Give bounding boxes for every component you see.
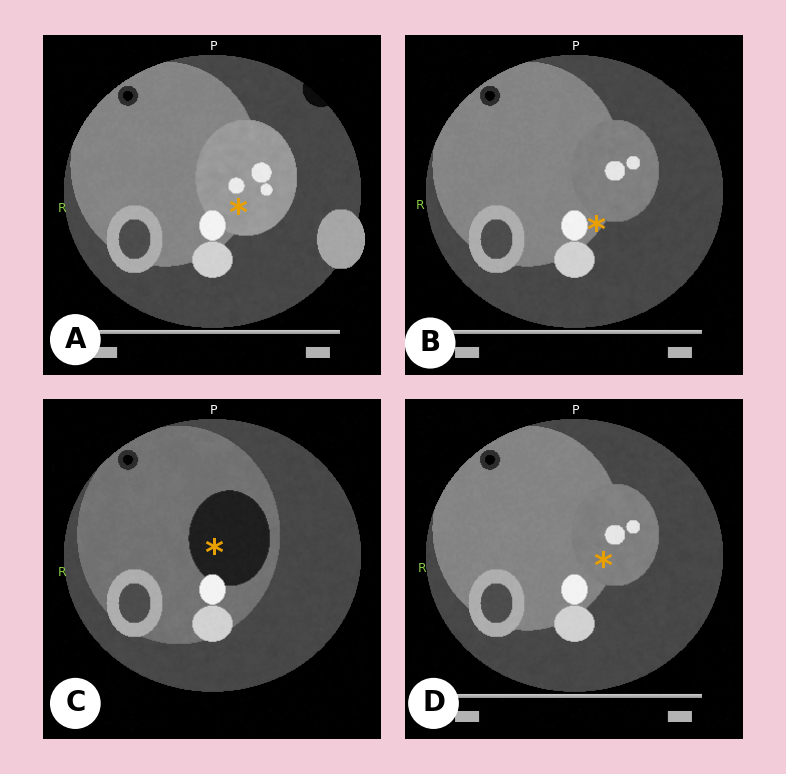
Text: D: D [422,690,445,717]
Text: C: C [65,690,86,717]
Text: P: P [210,40,218,53]
Text: A: A [64,326,86,354]
Text: R: R [57,566,66,579]
Text: P: P [210,404,218,417]
Text: R: R [57,202,66,215]
Text: *: * [228,197,247,231]
Circle shape [406,319,454,368]
Text: R: R [416,199,424,211]
Text: *: * [204,536,223,570]
Text: P: P [571,40,579,53]
Circle shape [51,679,100,728]
Text: *: * [593,550,612,584]
Circle shape [51,315,100,364]
Circle shape [410,679,458,728]
Text: P: P [571,404,579,417]
Text: R: R [417,563,426,575]
Text: *: * [586,214,605,248]
Text: B: B [420,329,441,357]
